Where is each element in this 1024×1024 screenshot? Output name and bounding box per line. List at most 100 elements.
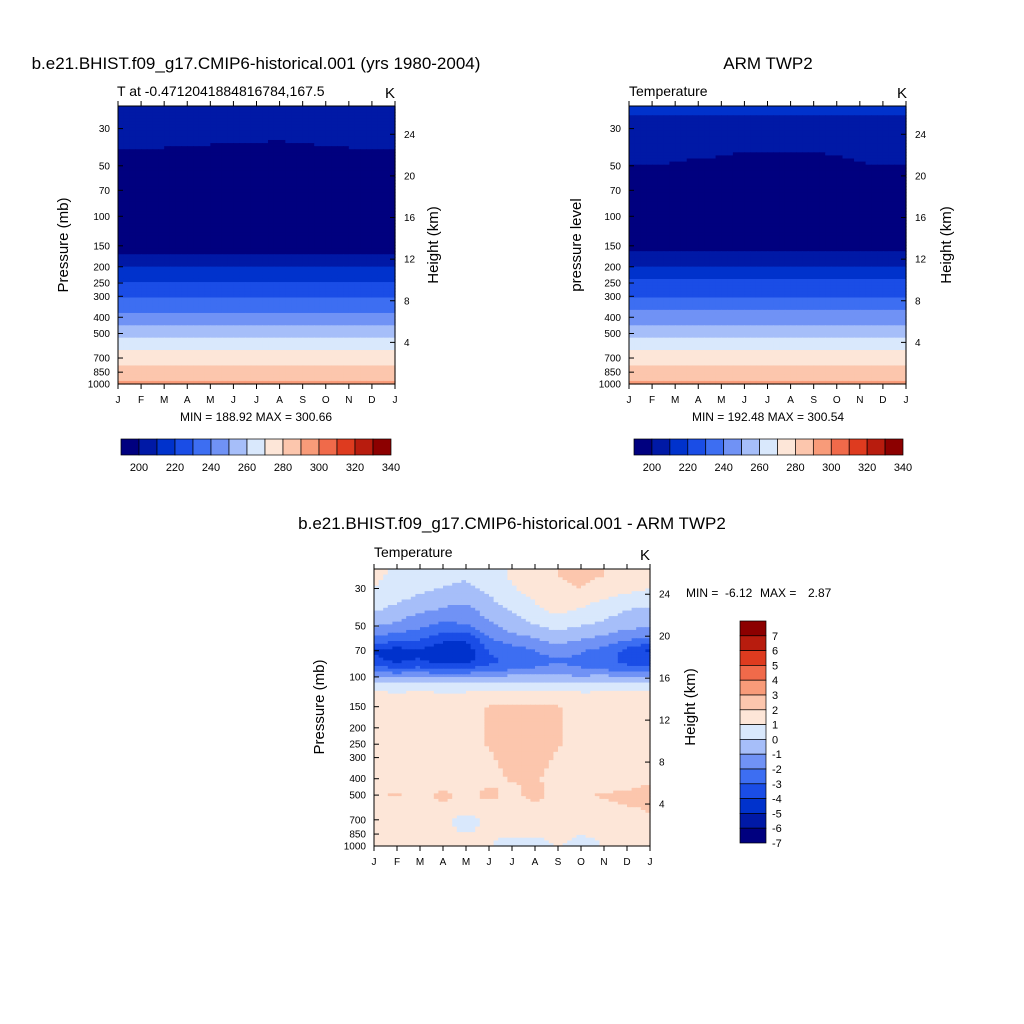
panel1-cell: [146, 297, 154, 302]
panel1-cell: [152, 316, 159, 320]
panel1-cell: [325, 161, 333, 166]
panel1-cell: [135, 149, 142, 153]
panel1-cell: [285, 312, 292, 317]
panel1-cell: [187, 214, 194, 218]
panel1-cell: [135, 285, 142, 289]
panel1-cell: [256, 269, 263, 274]
panel1-cell: [233, 226, 240, 231]
panel1-cell: [216, 241, 223, 246]
panel1-cell: [210, 186, 217, 190]
panel1-cell: [268, 226, 275, 231]
panel1-cell: [129, 220, 136, 224]
panel1-cell: [319, 112, 327, 116]
panel1-cell: [233, 146, 240, 150]
panel1-cell: [123, 136, 131, 141]
panel1-cell: [164, 297, 171, 302]
panel1-cell: [296, 170, 304, 175]
panel1-cell: [325, 189, 333, 194]
panel1-cell: [389, 306, 396, 311]
panel1-cell: [244, 322, 252, 326]
panel1-cell: [268, 173, 275, 178]
panel1-cell: [169, 297, 177, 302]
panel1-cell: [135, 118, 142, 123]
panel1-cell: [377, 183, 385, 187]
panel1-cell: [204, 248, 211, 252]
panel1-cell: [141, 158, 148, 163]
panel1-cell: [233, 220, 240, 224]
panel1-cell: [227, 235, 235, 240]
panel1-cell: [360, 309, 367, 314]
panel1-cell: [169, 109, 177, 113]
panel1-cell: [123, 217, 131, 221]
panel1-cell: [221, 167, 229, 172]
panel1-cell: [360, 297, 367, 302]
panel1-cell: [227, 121, 235, 126]
panel1-cell: [250, 158, 258, 163]
panel1-cell: [360, 282, 367, 286]
panel1-cell: [354, 207, 361, 212]
panel1-cell: [377, 167, 385, 172]
panel1-cell: [325, 266, 333, 271]
panel1-cell: [383, 316, 390, 320]
panel1-cell: [250, 170, 258, 175]
panel1-cell: [285, 285, 292, 289]
panel1-cell: [158, 245, 165, 249]
panel1-cell: [285, 288, 292, 292]
panel1-cell: [193, 207, 200, 212]
panel1-cell: [377, 300, 385, 305]
panel1-cell: [383, 112, 390, 116]
panel1-cell: [360, 167, 367, 172]
panel1-cell: [204, 275, 211, 280]
panel1-cell: [354, 291, 361, 296]
panel1-cell: [325, 173, 333, 178]
panel1-cell: [210, 177, 217, 181]
panel1-cell: [244, 170, 252, 175]
panel1-cell: [302, 170, 310, 175]
panel1-cell: [198, 152, 206, 157]
panel1-cell: [169, 130, 177, 135]
panel1-cell: [129, 158, 136, 163]
panel1-cell: [135, 180, 142, 184]
panel1-cell: [262, 130, 269, 135]
panel1-cell: [221, 278, 229, 283]
panel1-cell: [366, 186, 373, 190]
panel1-cell: [187, 229, 194, 234]
panel1-cell: [331, 149, 338, 153]
panel1-cell: [123, 229, 131, 234]
panel1-cell: [337, 167, 344, 172]
panel1-cell: [175, 192, 183, 197]
panel1-cell: [129, 112, 136, 116]
panel1-cell: [360, 303, 367, 308]
panel1-cell: [221, 241, 229, 246]
panel1-cell: [360, 300, 367, 305]
panel1-cell: [216, 229, 223, 234]
panel1-cell: [239, 291, 246, 296]
panel1-cell: [285, 155, 292, 160]
panel1-cell: [118, 124, 125, 129]
panel1-cell: [181, 121, 188, 126]
panel1-cell: [337, 204, 344, 209]
panel1-cell: [366, 201, 373, 206]
panel1-cell: [210, 115, 217, 119]
panel1-cell: [244, 288, 252, 292]
panel1-cell: [262, 245, 269, 249]
panel1-cell: [302, 312, 310, 317]
panel1-cell: [389, 269, 396, 274]
panel1-cell: [187, 109, 194, 113]
panel1-cell: [262, 282, 269, 286]
panel1-cell: [233, 217, 240, 221]
panel1-cell: [169, 282, 177, 286]
panel1-cell: [319, 309, 327, 314]
panel1-cell: [296, 161, 304, 166]
panel1-cell: [198, 201, 206, 206]
panel1-cell: [193, 300, 200, 305]
panel1-cell: [227, 167, 235, 172]
panel1-cell: [314, 309, 321, 314]
panel1-cell: [366, 245, 373, 249]
panel1-cell: [302, 241, 310, 246]
panel1-cell: [302, 251, 310, 255]
panel1-cell: [221, 192, 229, 197]
panel1-cell: [366, 136, 373, 141]
panel1-cell: [302, 167, 310, 172]
panel1-cell: [216, 124, 223, 129]
